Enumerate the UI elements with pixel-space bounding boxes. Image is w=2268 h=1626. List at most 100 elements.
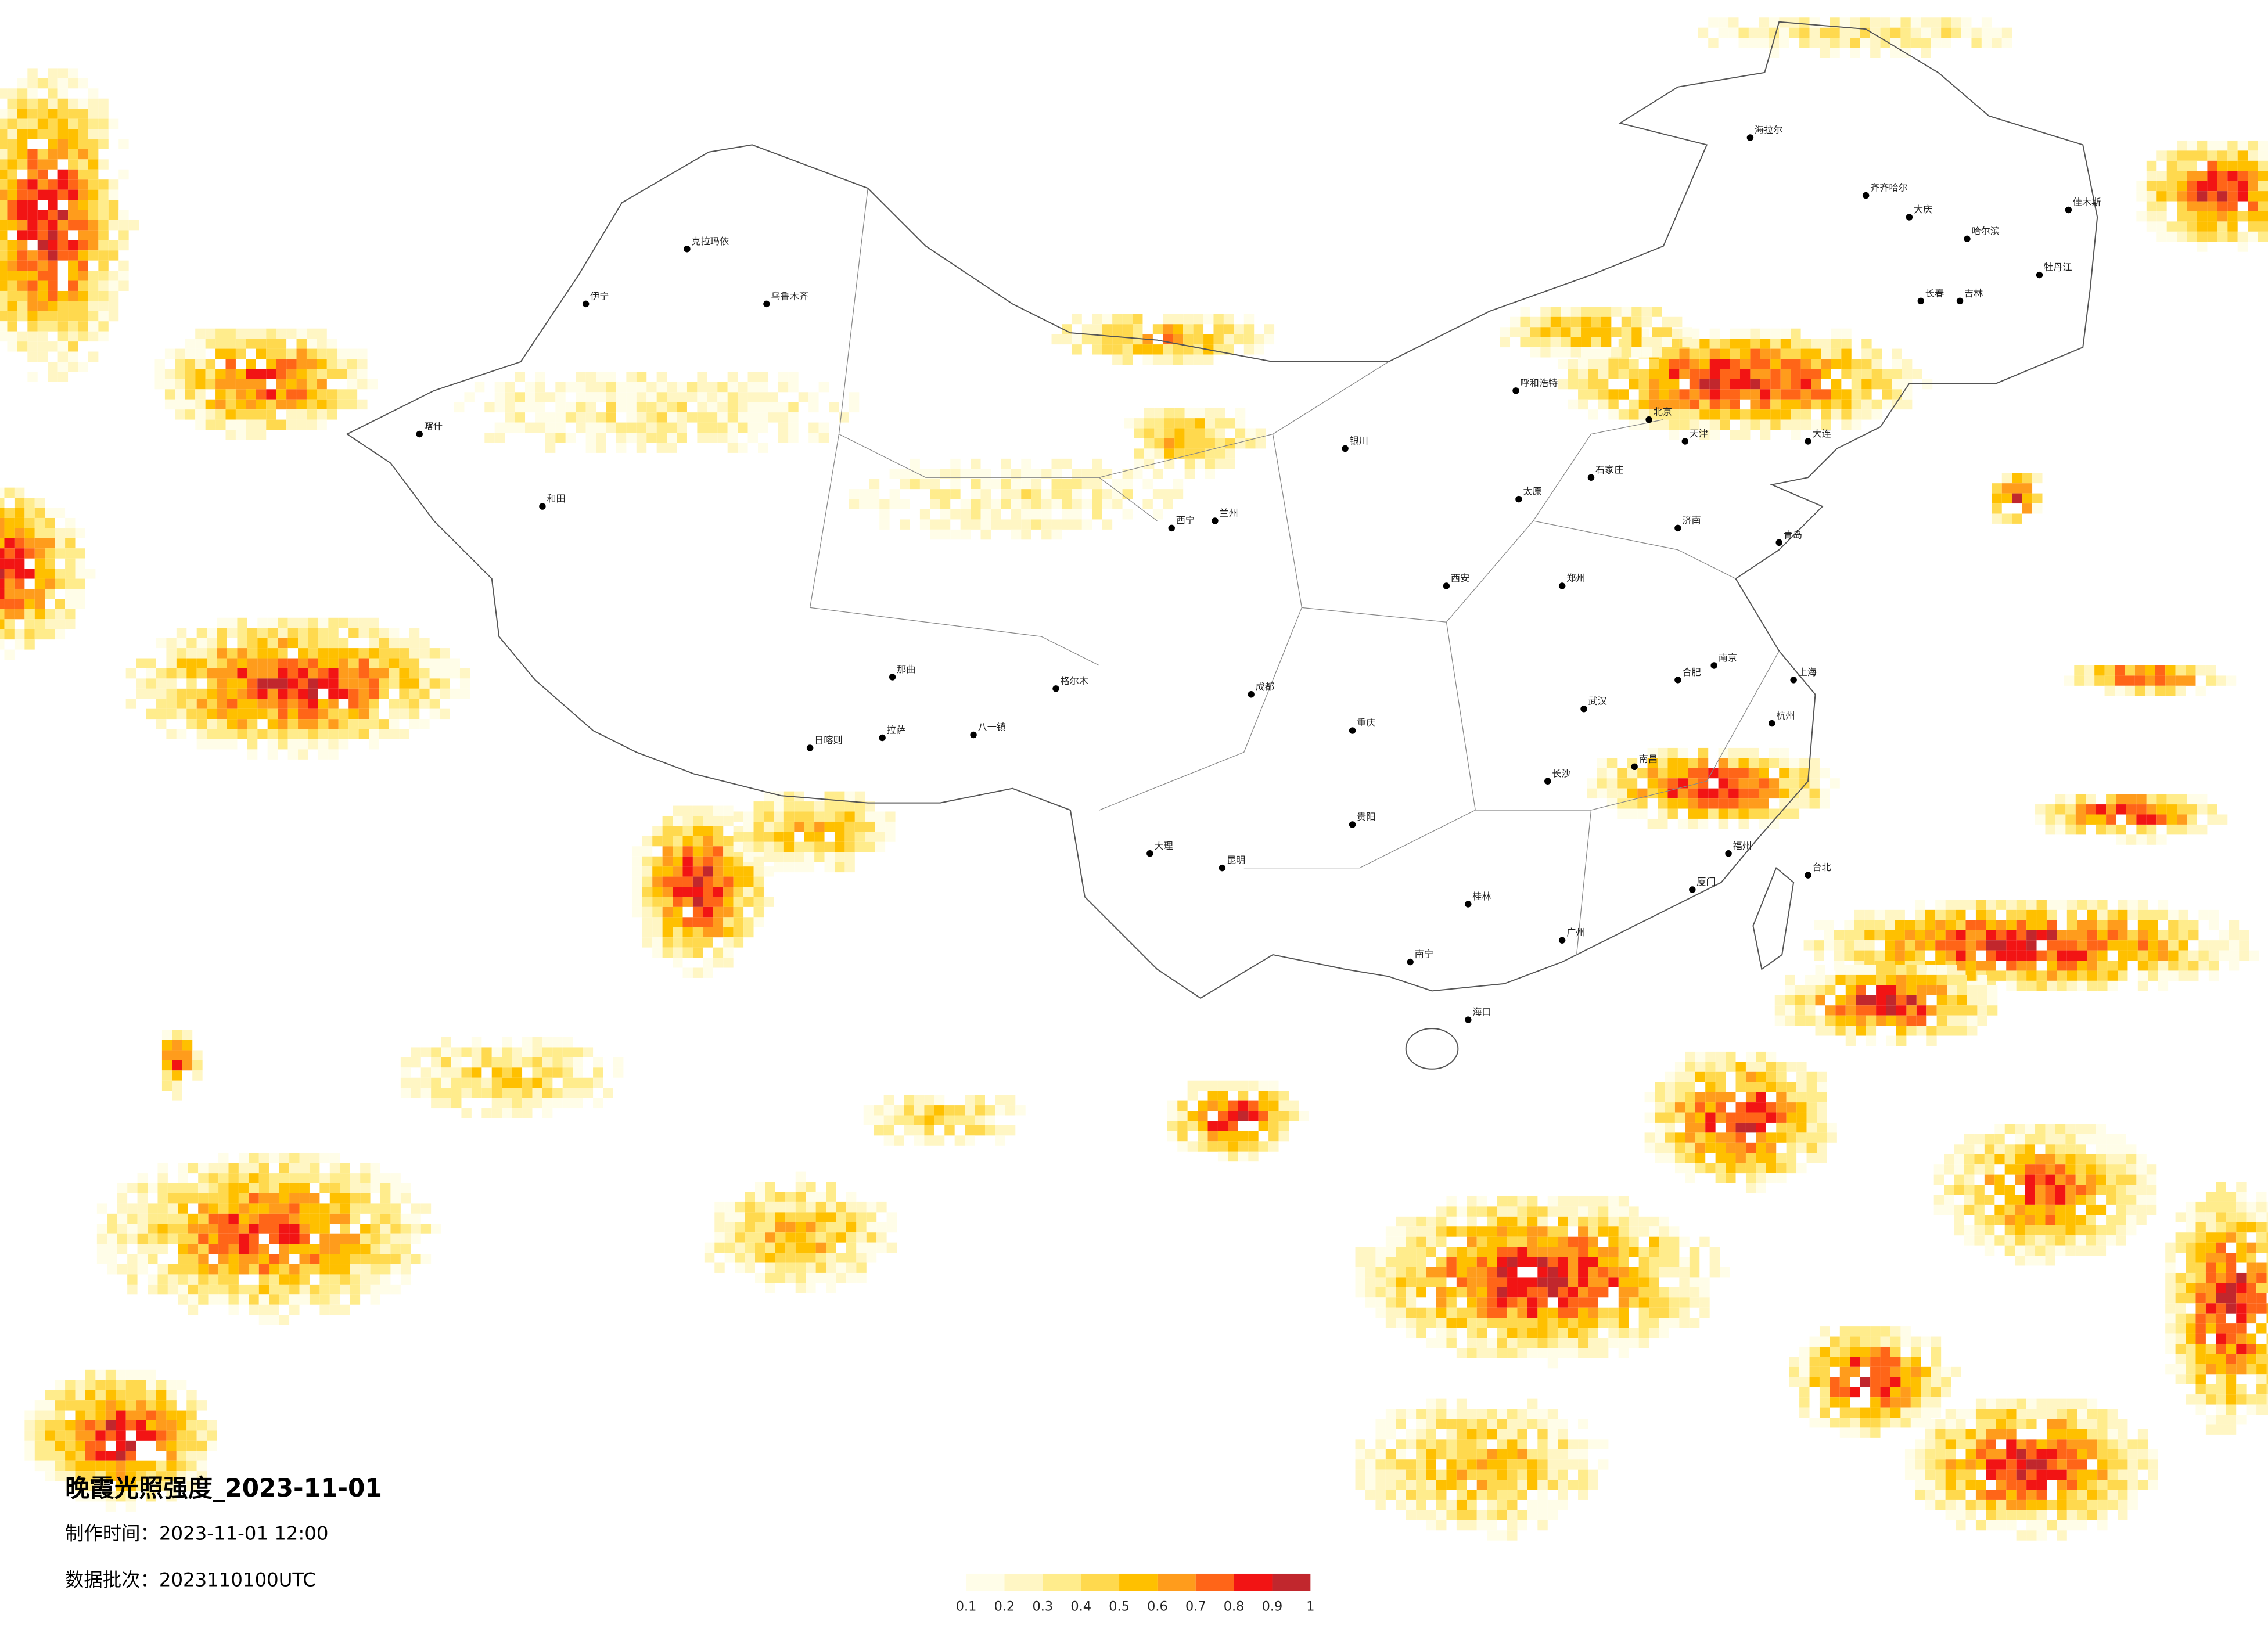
glow-cell (2036, 1530, 2047, 1541)
glow-cell (68, 200, 78, 210)
glow-cell (127, 1183, 138, 1193)
glow-cell (1965, 920, 1976, 930)
glow-cell (733, 887, 744, 897)
glow-cell (990, 519, 1001, 530)
glow-cell (228, 1304, 239, 1315)
glow-cell (1688, 788, 1698, 799)
glow-cell (156, 1440, 167, 1451)
glow-cell (2006, 950, 2017, 961)
glow-cell (1756, 1071, 1766, 1082)
glow-cell (2107, 1469, 2118, 1480)
glow-cell (1665, 1102, 1675, 1113)
glow-cell (1446, 1226, 1457, 1237)
glow-cell (2066, 1409, 2077, 1419)
glow-cell (1558, 1449, 1568, 1460)
glow-cell (1715, 1082, 1726, 1092)
glow-cell (164, 379, 175, 390)
glow-cell (1112, 334, 1123, 345)
glow-cell (1547, 1469, 1558, 1480)
glow-cell (2246, 1354, 2257, 1364)
glow-cell (340, 1304, 350, 1315)
glow-cell (525, 402, 535, 413)
glow-cell (116, 1451, 126, 1461)
glow-cell (775, 1253, 786, 1263)
glow-cell (2198, 950, 2209, 961)
glow-cell (218, 1244, 229, 1254)
glow-cell (836, 1272, 846, 1283)
glow-cell (2097, 1419, 2108, 1429)
glow-cell (127, 1203, 138, 1214)
glow-cell (745, 1232, 756, 1243)
glow-cell (1996, 1490, 2007, 1500)
glow-cell (217, 617, 227, 628)
glow-cell (1173, 354, 1184, 365)
glow-cell (1631, 327, 1642, 337)
glow-cell (1750, 399, 1760, 410)
glow-cell (1487, 1348, 1497, 1358)
glow-cell (68, 220, 78, 231)
glow-cell (856, 1242, 867, 1253)
glow-cell (225, 379, 236, 390)
glow-cell (269, 1153, 279, 1163)
glow-cell (1904, 920, 1915, 930)
glow-cell (2158, 900, 2169, 910)
glow-cell (2186, 1242, 2196, 1253)
glow-cell (555, 433, 566, 443)
glow-cell (713, 887, 724, 897)
glow-cell (2237, 231, 2248, 242)
glow-cell (2216, 1424, 2226, 1435)
glow-cell (1760, 348, 1771, 359)
glow-cell (1228, 1121, 1238, 1131)
glow-cell (692, 927, 703, 938)
glow-cell (1659, 409, 1669, 420)
glow-cell (954, 1115, 965, 1125)
glow-cell (1598, 389, 1609, 400)
glow-cell (2057, 1469, 2067, 1480)
glow-cell (207, 719, 217, 729)
glow-cell (2077, 900, 2087, 910)
glow-cell (1527, 1338, 1538, 1348)
glow-cell (215, 328, 226, 339)
glow-cell (1591, 337, 1601, 348)
glow-cell (1695, 1092, 1706, 1103)
glow-cell (2258, 150, 2268, 161)
glow-cell (256, 328, 267, 339)
glow-cell (1183, 354, 1194, 365)
glow-cell (1756, 1102, 1766, 1113)
glow-cell (1184, 418, 1195, 429)
glow-cell (1715, 1153, 1726, 1163)
glow-cell (350, 1294, 361, 1305)
glow-cell (652, 856, 663, 867)
glow-cell (865, 811, 875, 822)
glow-cell (357, 348, 368, 359)
glow-cell (1720, 1267, 1730, 1278)
glow-cell (707, 422, 718, 433)
glow-cell (78, 200, 88, 210)
glow-cell (606, 372, 616, 382)
glow-cell (1986, 1429, 1996, 1440)
glow-cell (329, 1254, 340, 1265)
glow-cell (815, 1272, 826, 1283)
glow-cell (1587, 788, 1597, 799)
glow-cell (0, 240, 8, 251)
glow-cell (37, 311, 48, 322)
glow-cell (379, 668, 389, 679)
glow-cell (1537, 1307, 1548, 1318)
glow-cell (1217, 1121, 1228, 1131)
glow-cell (380, 1173, 391, 1183)
glow-cell (1187, 1121, 1198, 1131)
glow-cell (950, 509, 961, 520)
glow-cell (4, 649, 15, 660)
glow-cell (278, 628, 288, 638)
glow-cell (65, 1380, 76, 1390)
glow-cell (78, 311, 88, 322)
glow-cell (727, 422, 738, 433)
glow-cell (217, 628, 227, 638)
glow-cell (154, 379, 165, 390)
glow-cell (525, 422, 535, 433)
glow-cell (2226, 1415, 2237, 1425)
glow-cell (2207, 191, 2217, 202)
glow-cell (1396, 1449, 1406, 1460)
glow-cell (249, 1203, 259, 1214)
glow-cell (1945, 1510, 1956, 1520)
